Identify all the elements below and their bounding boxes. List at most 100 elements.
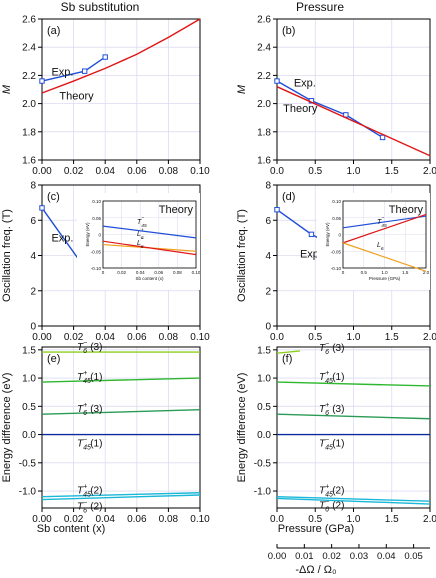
inset-y-tick-c: -0.05 bbox=[91, 249, 102, 254]
y-tick-label-c: 0 bbox=[30, 322, 36, 333]
y-axis-label-b: M bbox=[236, 84, 248, 94]
y-axis-label-d: Oscillation freq. (T) bbox=[236, 209, 248, 302]
series-label-b: Theory bbox=[283, 103, 318, 115]
panel-frame-b bbox=[276, 18, 431, 161]
y-tick-label-b: 1.8 bbox=[257, 127, 271, 138]
x-tick-label-d: 0.5 bbox=[308, 332, 322, 343]
inset-y-tick-d: -0.10 bbox=[331, 266, 342, 271]
col-title-pressure: Pressure bbox=[296, 0, 344, 14]
inset-frame-c bbox=[102, 200, 197, 269]
inset-y-tick-d: 0.10 bbox=[332, 199, 341, 204]
y-axis-label-a: M bbox=[1, 84, 13, 94]
data-point-d bbox=[274, 206, 280, 213]
y-tick-label-d: 6 bbox=[265, 216, 271, 227]
inset-x-tick-c: 0.10 bbox=[192, 270, 201, 275]
inset-y-label-d: Energy (eV) bbox=[325, 222, 330, 247]
y-tick-label-d: 4 bbox=[265, 251, 271, 262]
x-tick-label-e: 0.06 bbox=[127, 514, 147, 525]
series-label-e: T6+ (3) bbox=[77, 402, 102, 417]
x-tick-label-e: 0.04 bbox=[95, 514, 115, 525]
series-label-b: Exp. bbox=[294, 78, 316, 90]
inset-title-d: Theory bbox=[389, 204, 424, 216]
inset-x-tick-c: 0.08 bbox=[173, 270, 182, 275]
x-tick-label-a: 0.04 bbox=[95, 166, 115, 177]
panel-tag-d: (d) bbox=[282, 191, 295, 203]
inset-x-label-d: Pressure (GPa) bbox=[369, 276, 401, 281]
inset-x-tick-d: 2.0 bbox=[423, 270, 430, 275]
series-label-f: T6+ (3) bbox=[319, 402, 344, 417]
series-label-a: Exp. bbox=[51, 66, 73, 78]
data-point-b bbox=[379, 134, 386, 141]
omega-tick-label: 0.02 bbox=[322, 551, 341, 562]
y-tick-label-f: 0.5 bbox=[257, 402, 271, 413]
series-label-e: T6− (3) bbox=[77, 340, 102, 355]
y-tick-label-c: 2 bbox=[30, 286, 36, 297]
inset-label-c: L6− bbox=[137, 237, 144, 250]
inset-y-tick-d: -0.05 bbox=[331, 249, 342, 254]
inset-label-c: L6+ bbox=[137, 228, 144, 241]
y-tick-label-f: -1.0 bbox=[254, 487, 272, 498]
col-title-sb: Sb substitution bbox=[61, 0, 140, 14]
inset-bg-c bbox=[77, 193, 200, 290]
panel-frame-f bbox=[276, 346, 431, 509]
y-tick-label-b: 2.6 bbox=[257, 15, 271, 26]
y-tick-label-a: 2.0 bbox=[22, 99, 36, 110]
series-label-f: T45+ (1) bbox=[319, 370, 344, 385]
x-tick-label-a: 0.10 bbox=[190, 166, 210, 177]
inset-label-d: T45− bbox=[377, 216, 387, 229]
inset-bg-d bbox=[317, 193, 430, 290]
x-tick-label-d: 0.0 bbox=[270, 332, 284, 343]
series-line-e bbox=[41, 409, 201, 415]
x-label-omega: -ΔΩ / Ω₀ bbox=[295, 564, 336, 576]
inset-y-tick-d: 0.05 bbox=[332, 216, 341, 221]
y-axis-label-e: Energy difference (eV) bbox=[1, 373, 13, 483]
inset-x-tick-c: 0.04 bbox=[136, 270, 145, 275]
series-label-e: T45+ (1) bbox=[77, 370, 102, 385]
x-tick-label-c: 0.08 bbox=[159, 332, 179, 343]
inset-x-label-c: Sb content (x) bbox=[135, 276, 164, 281]
series-line-e bbox=[41, 492, 201, 498]
y-tick-label-a: 1.8 bbox=[22, 127, 36, 138]
x-tick-label-b: 1.5 bbox=[385, 166, 399, 177]
data-point-a bbox=[102, 54, 108, 60]
data-point-c bbox=[39, 205, 45, 211]
inset-label-c: T45− bbox=[137, 216, 147, 229]
inset-x-tick-c: 0.02 bbox=[117, 270, 126, 275]
x-tick-label-b: 2.0 bbox=[423, 166, 436, 177]
series-line-f bbox=[276, 413, 431, 420]
y-axis-label-c: Oscillation freq. (T) bbox=[1, 209, 13, 302]
inset-series-d bbox=[342, 215, 427, 229]
x-tick-label-a: 0.02 bbox=[64, 166, 84, 177]
inset-x-tick-d: 1.5 bbox=[402, 270, 409, 275]
panel-tag-b: (b) bbox=[282, 25, 295, 37]
inset-series-c bbox=[102, 225, 197, 239]
panel-tag-c: (c) bbox=[47, 191, 60, 203]
x-tick-label-f: 2.0 bbox=[423, 514, 436, 525]
y-tick-label-c: 6 bbox=[30, 216, 36, 227]
x-tick-label-b: 0.0 bbox=[270, 166, 284, 177]
series-line-f bbox=[276, 497, 431, 505]
panel-frame-e bbox=[41, 346, 201, 509]
omega-tick-label: 0.00 bbox=[268, 551, 287, 562]
y-tick-label-f: 1.5 bbox=[257, 345, 271, 356]
omega-tick-label: 0.03 bbox=[350, 551, 369, 562]
data-point-d bbox=[308, 231, 315, 238]
y-tick-label-b: 2.2 bbox=[257, 71, 271, 82]
data-point-b bbox=[274, 78, 280, 84]
inset-title-c: Theory bbox=[159, 204, 194, 216]
y-tick-label-f: 0.0 bbox=[257, 430, 271, 441]
panel-tag-a: (a) bbox=[47, 25, 60, 37]
inset-y-tick-c: 0.05 bbox=[92, 216, 101, 221]
y-tick-label-c: 4 bbox=[30, 251, 36, 262]
inset-frame-d bbox=[342, 200, 427, 269]
series-line-a bbox=[41, 18, 201, 94]
y-tick-label-e: 0.5 bbox=[22, 402, 36, 413]
x-tick-label-d: 2.0 bbox=[423, 332, 436, 343]
x-tick-label-e: 0.10 bbox=[190, 514, 210, 525]
x-tick-label-a: 0.00 bbox=[32, 166, 52, 177]
data-point-a bbox=[81, 68, 88, 74]
x-tick-label-c: 0.00 bbox=[32, 332, 52, 343]
series-label-e: T45− (1) bbox=[77, 437, 102, 452]
series-line-b bbox=[276, 86, 431, 157]
inset-x-tick-c: 0 bbox=[102, 270, 105, 275]
